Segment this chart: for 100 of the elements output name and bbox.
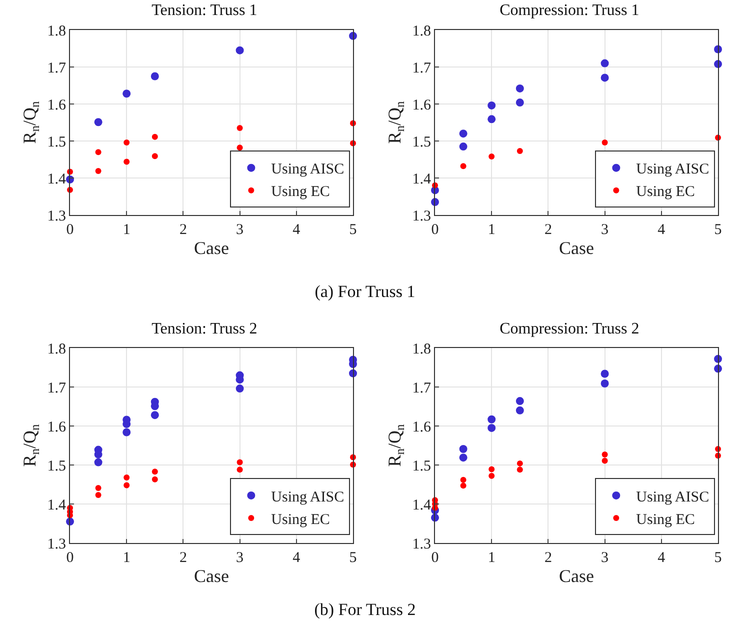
legend-label: Using EC xyxy=(636,512,695,528)
point xyxy=(516,98,524,107)
point xyxy=(600,59,609,68)
point xyxy=(488,415,496,424)
point xyxy=(236,466,243,473)
y-tick-label: 1.4 xyxy=(47,171,66,188)
y-tick-label: 1.4 xyxy=(47,497,66,514)
y-tick-label: 1.5 xyxy=(412,458,431,474)
legend-label: Using AISC xyxy=(271,162,344,178)
point xyxy=(95,168,102,174)
y-tick-label: 1.4 xyxy=(412,171,432,188)
point xyxy=(124,482,130,488)
x-axis-title: Case xyxy=(559,238,594,258)
point xyxy=(152,153,158,160)
point xyxy=(460,482,466,489)
point xyxy=(152,468,158,475)
x-tick-label: 2 xyxy=(179,222,187,238)
x-tick-label: 4 xyxy=(658,550,666,566)
point xyxy=(460,476,466,483)
chart-title: Tension: Truss 1 xyxy=(152,2,258,20)
x-tick-label: 4 xyxy=(658,222,666,238)
y-tick-label: 1.6 xyxy=(412,419,432,436)
legend-label: Using AISC xyxy=(271,489,344,506)
point xyxy=(236,125,243,132)
legend-label: Using EC xyxy=(271,512,330,528)
x-tick-label: 5 xyxy=(714,550,722,566)
point xyxy=(488,424,496,432)
point xyxy=(600,370,609,378)
y-tick-label: 1.5 xyxy=(412,134,431,150)
y-tick-label: 1.5 xyxy=(47,134,66,150)
point xyxy=(124,158,130,165)
point xyxy=(516,466,523,473)
point xyxy=(122,428,131,436)
y-tick-label: 1.8 xyxy=(47,23,66,40)
x-tick-label: 0 xyxy=(431,222,439,238)
point xyxy=(600,379,609,388)
text: (a) For Truss 1 xyxy=(314,282,416,302)
point xyxy=(602,451,608,458)
point xyxy=(459,454,468,462)
x-tick-label: 0 xyxy=(66,550,74,566)
point xyxy=(150,411,159,420)
x-tick-label: 2 xyxy=(544,222,552,238)
x-tick-label: 4 xyxy=(292,550,301,566)
point xyxy=(516,84,524,92)
y-tick-label: 1.7 xyxy=(412,380,432,396)
x-tick-label: 1 xyxy=(122,222,130,238)
point xyxy=(95,492,102,498)
legend-label: Using AISC xyxy=(636,162,710,178)
chart-title: Compression: Truss 1 xyxy=(500,2,640,20)
x-tick-label: 4 xyxy=(292,222,301,238)
x-tick-label: 1 xyxy=(122,550,130,566)
y-tick-label: 1.3 xyxy=(412,536,431,552)
point xyxy=(459,445,468,454)
x-tick-label: 1 xyxy=(488,222,496,238)
x-tick-label: 3 xyxy=(601,222,609,238)
x-tick-label: 5 xyxy=(349,222,357,238)
point xyxy=(94,118,102,126)
chart-title: Compression: Truss 2 xyxy=(500,320,640,338)
y-tick-label: 1.6 xyxy=(47,97,66,114)
x-tick-label: 3 xyxy=(236,550,244,566)
point xyxy=(516,397,524,406)
point xyxy=(236,144,243,151)
point xyxy=(152,476,158,482)
y-tick-label: 1.7 xyxy=(47,380,66,396)
x-tick-label: 5 xyxy=(714,222,722,238)
point xyxy=(516,148,523,154)
legend-label: Using AISC xyxy=(636,489,710,506)
point xyxy=(488,154,495,160)
x-tick-label: 1 xyxy=(488,550,496,566)
point xyxy=(124,474,130,480)
point xyxy=(95,485,102,492)
y-tick-label: 1.7 xyxy=(412,60,432,76)
point xyxy=(459,130,468,138)
y-tick-label: 1.6 xyxy=(412,97,432,114)
y-tick-label: 1.3 xyxy=(412,208,431,224)
chart-title: Tension: Truss 2 xyxy=(152,320,258,338)
legend-label: Using EC xyxy=(271,184,330,200)
point xyxy=(150,72,159,80)
x-axis-title: Case xyxy=(194,238,229,258)
point xyxy=(236,459,243,466)
point xyxy=(122,90,131,98)
y-tick-label: 1.3 xyxy=(47,208,66,224)
x-tick-label: 0 xyxy=(431,550,439,566)
point xyxy=(459,142,468,151)
point xyxy=(600,74,609,82)
point xyxy=(152,134,158,140)
y-tick-label: 1.5 xyxy=(47,458,66,474)
x-tick-label: 3 xyxy=(236,222,244,238)
point xyxy=(236,46,244,54)
point xyxy=(602,139,608,146)
x-tick-label: 5 xyxy=(349,550,357,566)
point xyxy=(516,460,523,466)
x-tick-label: 2 xyxy=(544,550,552,566)
y-tick-label: 1.8 xyxy=(412,341,431,358)
y-tick-label: 1.3 xyxy=(47,536,66,552)
point xyxy=(488,101,496,110)
y-tick-label: 1.8 xyxy=(47,341,66,358)
x-axis-title: Case xyxy=(559,566,594,586)
y-tick-label: 1.7 xyxy=(47,60,66,76)
y-tick-label: 1.4 xyxy=(412,497,432,514)
